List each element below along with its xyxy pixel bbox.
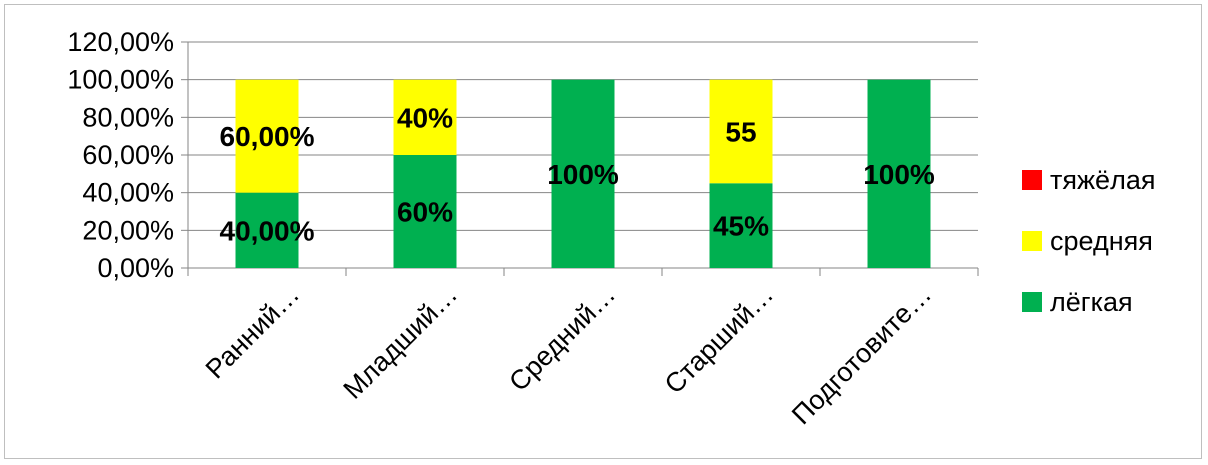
bar-segment bbox=[393, 155, 457, 268]
data-label: 40% bbox=[397, 102, 453, 133]
bar-segment bbox=[867, 79, 931, 269]
legend-label: средняя bbox=[1050, 226, 1153, 256]
bar-segment bbox=[709, 79, 773, 184]
y-tick-label: 0,00% bbox=[97, 253, 174, 283]
legend-label: тяжёлая bbox=[1050, 165, 1155, 195]
y-tick-label: 20,00% bbox=[82, 215, 174, 245]
data-label: 55 bbox=[725, 116, 756, 147]
x-category-label: Средний… bbox=[503, 279, 621, 397]
bar-segment bbox=[709, 183, 773, 268]
x-category-label: Ранний… bbox=[200, 279, 305, 384]
data-label: 60,00% bbox=[220, 121, 315, 152]
data-label: 100% bbox=[547, 159, 619, 190]
y-tick-label: 100,00% bbox=[67, 65, 174, 95]
y-tick-label: 60,00% bbox=[82, 140, 174, 170]
y-tick-label: 120,00% bbox=[67, 27, 174, 57]
data-label: 45% bbox=[713, 211, 769, 242]
x-category-label: Старший… bbox=[659, 279, 780, 400]
data-label: 40,00% bbox=[220, 215, 315, 246]
legend-swatch bbox=[1022, 170, 1042, 190]
y-tick-label: 80,00% bbox=[82, 102, 174, 132]
bar-segment bbox=[393, 79, 457, 155]
y-tick-label: 40,00% bbox=[82, 178, 174, 208]
data-label: 60% bbox=[397, 197, 453, 228]
legend-swatch bbox=[1022, 231, 1042, 251]
x-category-label: Подготовите… bbox=[786, 279, 937, 430]
bar-segment bbox=[551, 79, 615, 269]
bar-segment bbox=[235, 192, 299, 268]
x-category-label: Младший… bbox=[337, 279, 463, 405]
legend-label: лёгкая bbox=[1050, 287, 1133, 317]
legend-swatch bbox=[1022, 292, 1042, 312]
bar-segment bbox=[235, 79, 299, 193]
data-label: 100% bbox=[863, 159, 935, 190]
